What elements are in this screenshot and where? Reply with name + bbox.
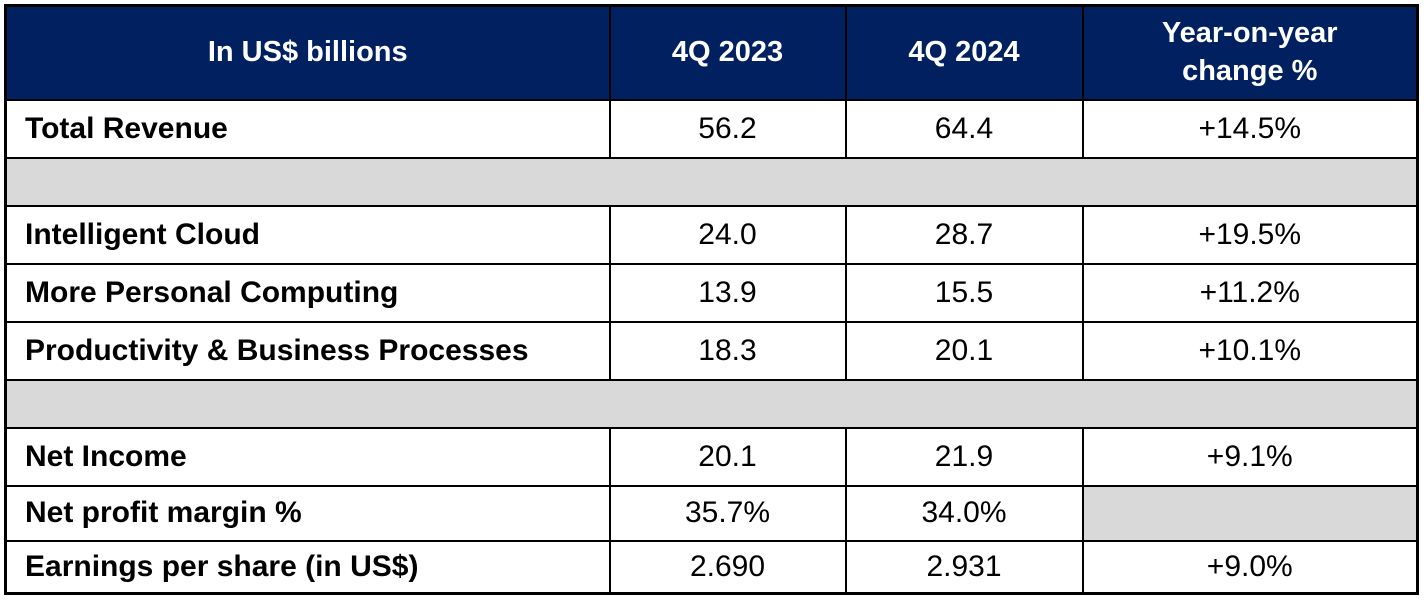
q4-2023-value: 13.9 xyxy=(608,262,847,323)
table-row-intelligent-cloud: Intelligent Cloud 24.0 28.7 +19.5% xyxy=(4,204,1419,265)
table-row-net-profit-margin: Net profit margin % 35.7% 34.0% xyxy=(4,484,1419,542)
spacer-cell xyxy=(4,156,1419,207)
yoy-change-value: +9.0% xyxy=(1081,539,1419,595)
header-cell-metric: In US$ billions xyxy=(4,4,611,101)
yoy-change-value: +9.1% xyxy=(1081,426,1419,487)
q4-2023-value: 18.3 xyxy=(608,320,847,381)
row-label: More Personal Computing xyxy=(4,262,611,323)
table-row-more-personal-computing: More Personal Computing 13.9 15.5 +11.2% xyxy=(4,262,1419,323)
table-row-productivity-business-processes: Productivity & Business Processes 18.3 2… xyxy=(4,320,1419,381)
q4-2024-value: 34.0% xyxy=(844,484,1084,542)
yoy-change-value: +19.5% xyxy=(1081,204,1419,265)
header-cell-q4-2023: 4Q 2023 xyxy=(608,4,847,101)
row-label: Net Income xyxy=(4,426,611,487)
table-row-net-income: Net Income 20.1 21.9 +9.1% xyxy=(4,426,1419,487)
spacer-row xyxy=(4,378,1419,429)
q4-2023-value: 20.1 xyxy=(608,426,847,487)
header-row: In US$ billions 4Q 2023 4Q 2024 Year-on-… xyxy=(4,4,1419,101)
q4-2023-value: 56.2 xyxy=(608,98,847,159)
yoy-change-value: +11.2% xyxy=(1081,262,1419,323)
q4-2024-value: 15.5 xyxy=(844,262,1084,323)
row-label: Earnings per share (in US$) xyxy=(4,539,611,595)
q4-2024-value: 21.9 xyxy=(844,426,1084,487)
q4-2024-value: 2.931 xyxy=(844,539,1084,595)
spacer-cell xyxy=(4,378,1419,429)
table-row-earnings-per-share: Earnings per share (in US$) 2.690 2.931 … xyxy=(4,539,1419,595)
q4-2024-value: 64.4 xyxy=(844,98,1084,159)
q4-2024-value: 28.7 xyxy=(844,204,1084,265)
q4-2023-value: 24.0 xyxy=(608,204,847,265)
spacer-row xyxy=(4,156,1419,207)
q4-2024-value: 20.1 xyxy=(844,320,1084,381)
q4-2023-value: 35.7% xyxy=(608,484,847,542)
row-label: Net profit margin % xyxy=(4,484,611,542)
yoy-change-empty-cell xyxy=(1081,484,1419,542)
row-label: Total Revenue xyxy=(4,98,611,159)
yoy-change-value: +10.1% xyxy=(1081,320,1419,381)
quarterly-results-table: In US$ billions 4Q 2023 4Q 2024 Year-on-… xyxy=(4,4,1419,595)
header-cell-yoy-change: Year-on-year change % xyxy=(1081,4,1419,101)
q4-2023-value: 2.690 xyxy=(608,539,847,595)
row-label: Productivity & Business Processes xyxy=(4,320,611,381)
header-cell-q4-2024: 4Q 2024 xyxy=(844,4,1084,101)
row-label: Intelligent Cloud xyxy=(4,204,611,265)
yoy-change-value: +14.5% xyxy=(1081,98,1419,159)
table-row-total-revenue: Total Revenue 56.2 64.4 +14.5% xyxy=(4,98,1419,159)
